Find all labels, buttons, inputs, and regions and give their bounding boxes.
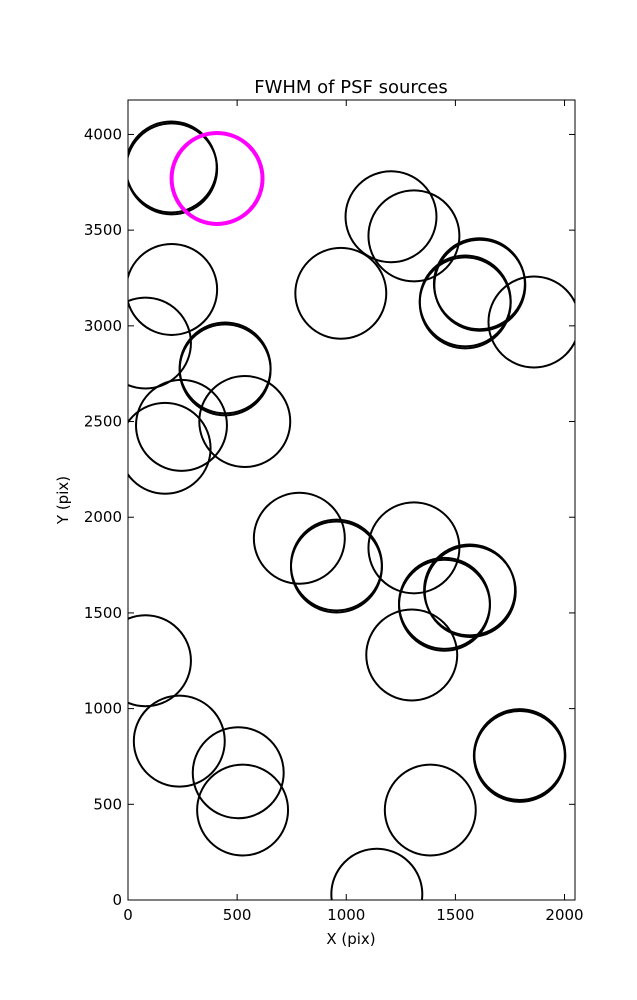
source-circle bbox=[472, 709, 566, 802]
source-circles bbox=[128, 120, 575, 900]
y-tick-label: 500 bbox=[93, 795, 122, 813]
source-circle bbox=[418, 256, 512, 350]
x-tick-label: 2000 bbox=[545, 906, 583, 924]
source-circle bbox=[423, 545, 517, 638]
plot-area bbox=[128, 100, 575, 900]
chart-title: FWHM of PSF sources bbox=[254, 77, 448, 98]
y-tick-label: 2000 bbox=[84, 508, 122, 526]
source-circle bbox=[196, 763, 290, 857]
y-tick-label: 4000 bbox=[84, 125, 122, 143]
source-circle bbox=[487, 275, 575, 369]
y-tick-label: 3500 bbox=[84, 221, 122, 239]
source-circle bbox=[365, 608, 459, 702]
y-tick-label: 1500 bbox=[84, 604, 122, 622]
highlighted-source-circle bbox=[169, 130, 265, 226]
source-circle bbox=[198, 375, 292, 469]
source-circle bbox=[191, 726, 285, 820]
source-circle bbox=[383, 763, 477, 857]
source-circle bbox=[289, 520, 383, 614]
y-axis-label: Y (pix) bbox=[54, 476, 72, 525]
x-tick-label: 1500 bbox=[436, 906, 474, 924]
y-tick-label: 2500 bbox=[84, 413, 122, 431]
source-circle bbox=[252, 491, 346, 585]
source-circle bbox=[128, 296, 192, 390]
source-circle bbox=[433, 238, 527, 332]
source-circle bbox=[330, 847, 424, 900]
y-tick-label: 0 bbox=[112, 891, 122, 909]
source-circle bbox=[128, 243, 219, 336]
source-circle bbox=[128, 120, 218, 214]
x-tick-label: 500 bbox=[223, 906, 252, 924]
plot-frame bbox=[127, 99, 576, 901]
source-circle bbox=[344, 170, 438, 264]
source-circle bbox=[398, 558, 491, 652]
source-circle bbox=[128, 401, 212, 495]
x-axis-label: X (pix) bbox=[326, 930, 375, 948]
source-circle bbox=[132, 694, 226, 788]
x-tick-label: 1000 bbox=[327, 906, 365, 924]
axis-ticks: 0 500 1000 1500 2000 0 500 1000 1500 2000 2500 3000… bbox=[84, 100, 584, 924]
source-circle bbox=[128, 614, 192, 708]
y-tick-label: 1000 bbox=[84, 700, 122, 718]
source-circle bbox=[294, 246, 388, 340]
source-circle bbox=[135, 378, 228, 472]
x-tick-label: 0 bbox=[123, 906, 133, 924]
y-tick-label: 3000 bbox=[84, 317, 122, 335]
source-circle bbox=[367, 189, 461, 283]
